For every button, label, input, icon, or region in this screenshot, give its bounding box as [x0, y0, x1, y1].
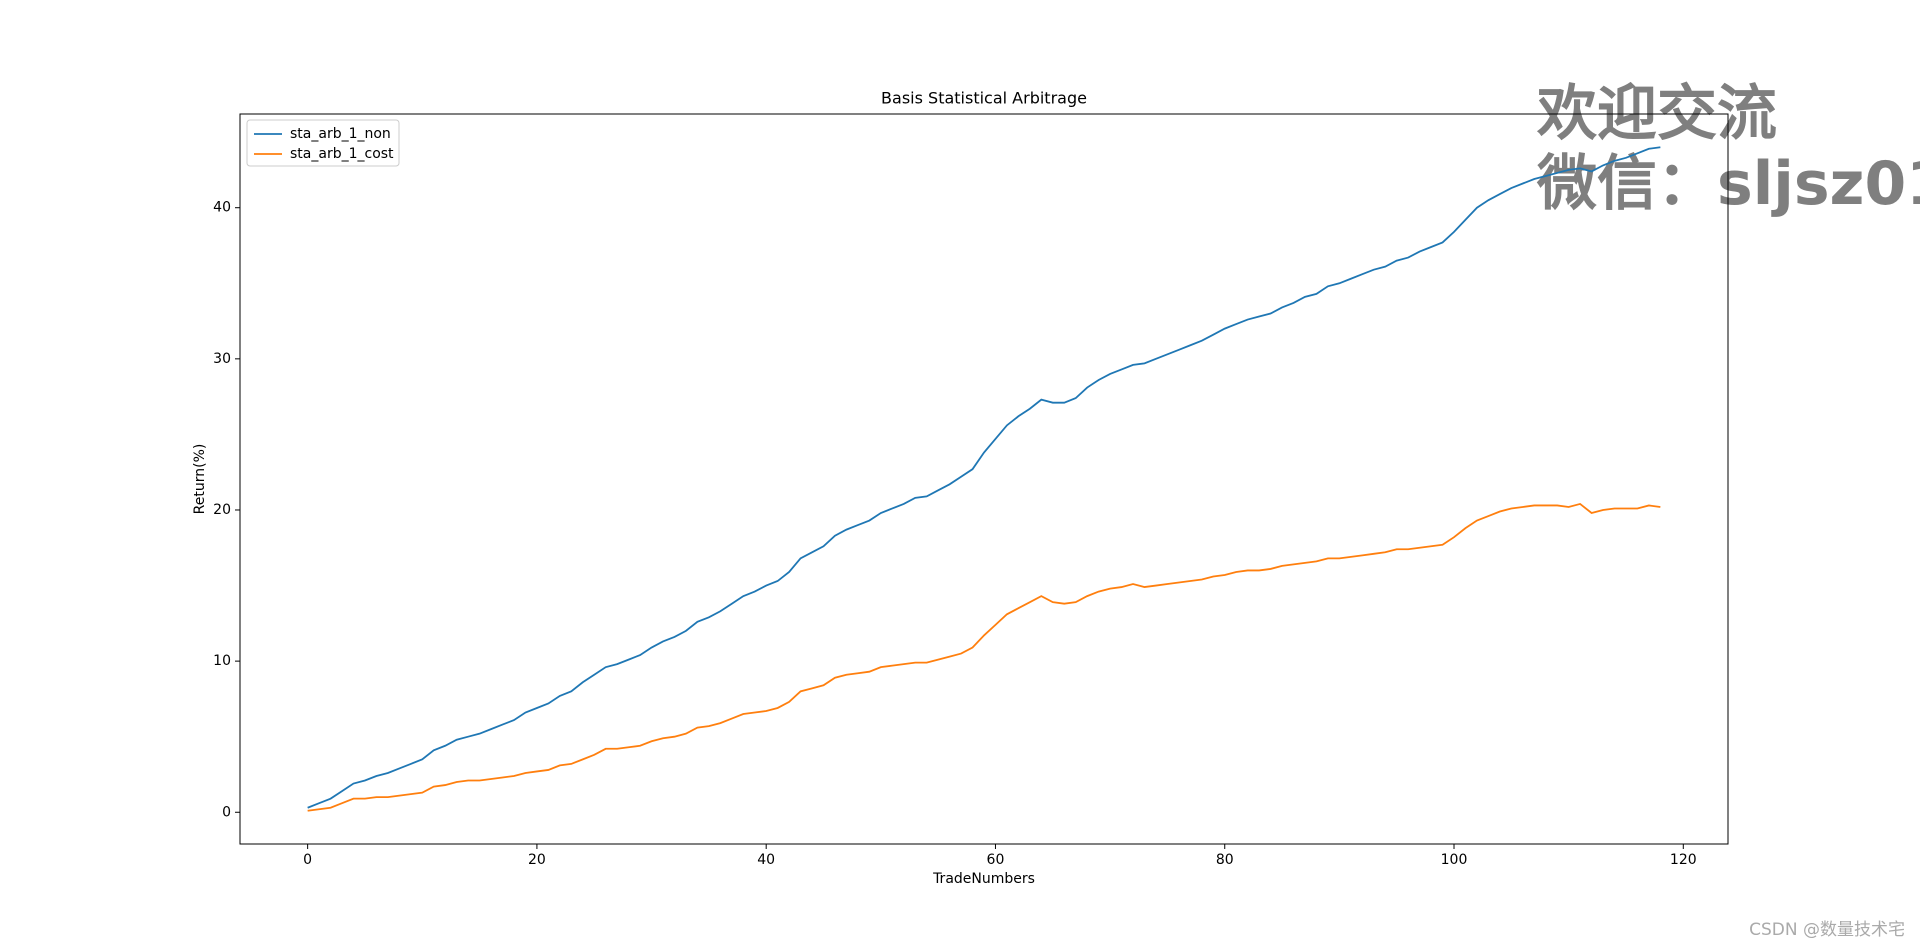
y-tick-label: 0	[222, 804, 231, 820]
line-series	[307, 146, 1661, 809]
x-tick-label: 100	[1441, 852, 1468, 868]
legend-box	[246, 119, 400, 167]
y-tick-label: 20	[213, 502, 231, 518]
x-tick-label: 0	[303, 852, 312, 868]
y-tick-label: 10	[213, 653, 231, 669]
x-tick-label: 120	[1670, 852, 1697, 868]
x-tick-label: 20	[528, 852, 546, 868]
chart-title: Basis Statistical Arbitrage	[881, 89, 1087, 108]
x-tick-label: 80	[1216, 852, 1234, 868]
footer-watermark: CSDN @数量技术宅	[1749, 920, 1905, 940]
y-tick-label: 30	[213, 351, 231, 367]
y-tick-label: 40	[213, 200, 231, 216]
legend-label: sta_arb_1_cost	[290, 146, 394, 162]
plot-frame	[239, 113, 1729, 845]
legend-label: sta_arb_1_non	[290, 126, 391, 142]
x-tick-label: 60	[987, 852, 1005, 868]
x-axis-label: TradeNumbers	[932, 871, 1035, 887]
y-axis-label: Return(%)	[192, 444, 208, 515]
x-tick-label: 40	[757, 852, 775, 868]
line-series	[307, 502, 1661, 812]
